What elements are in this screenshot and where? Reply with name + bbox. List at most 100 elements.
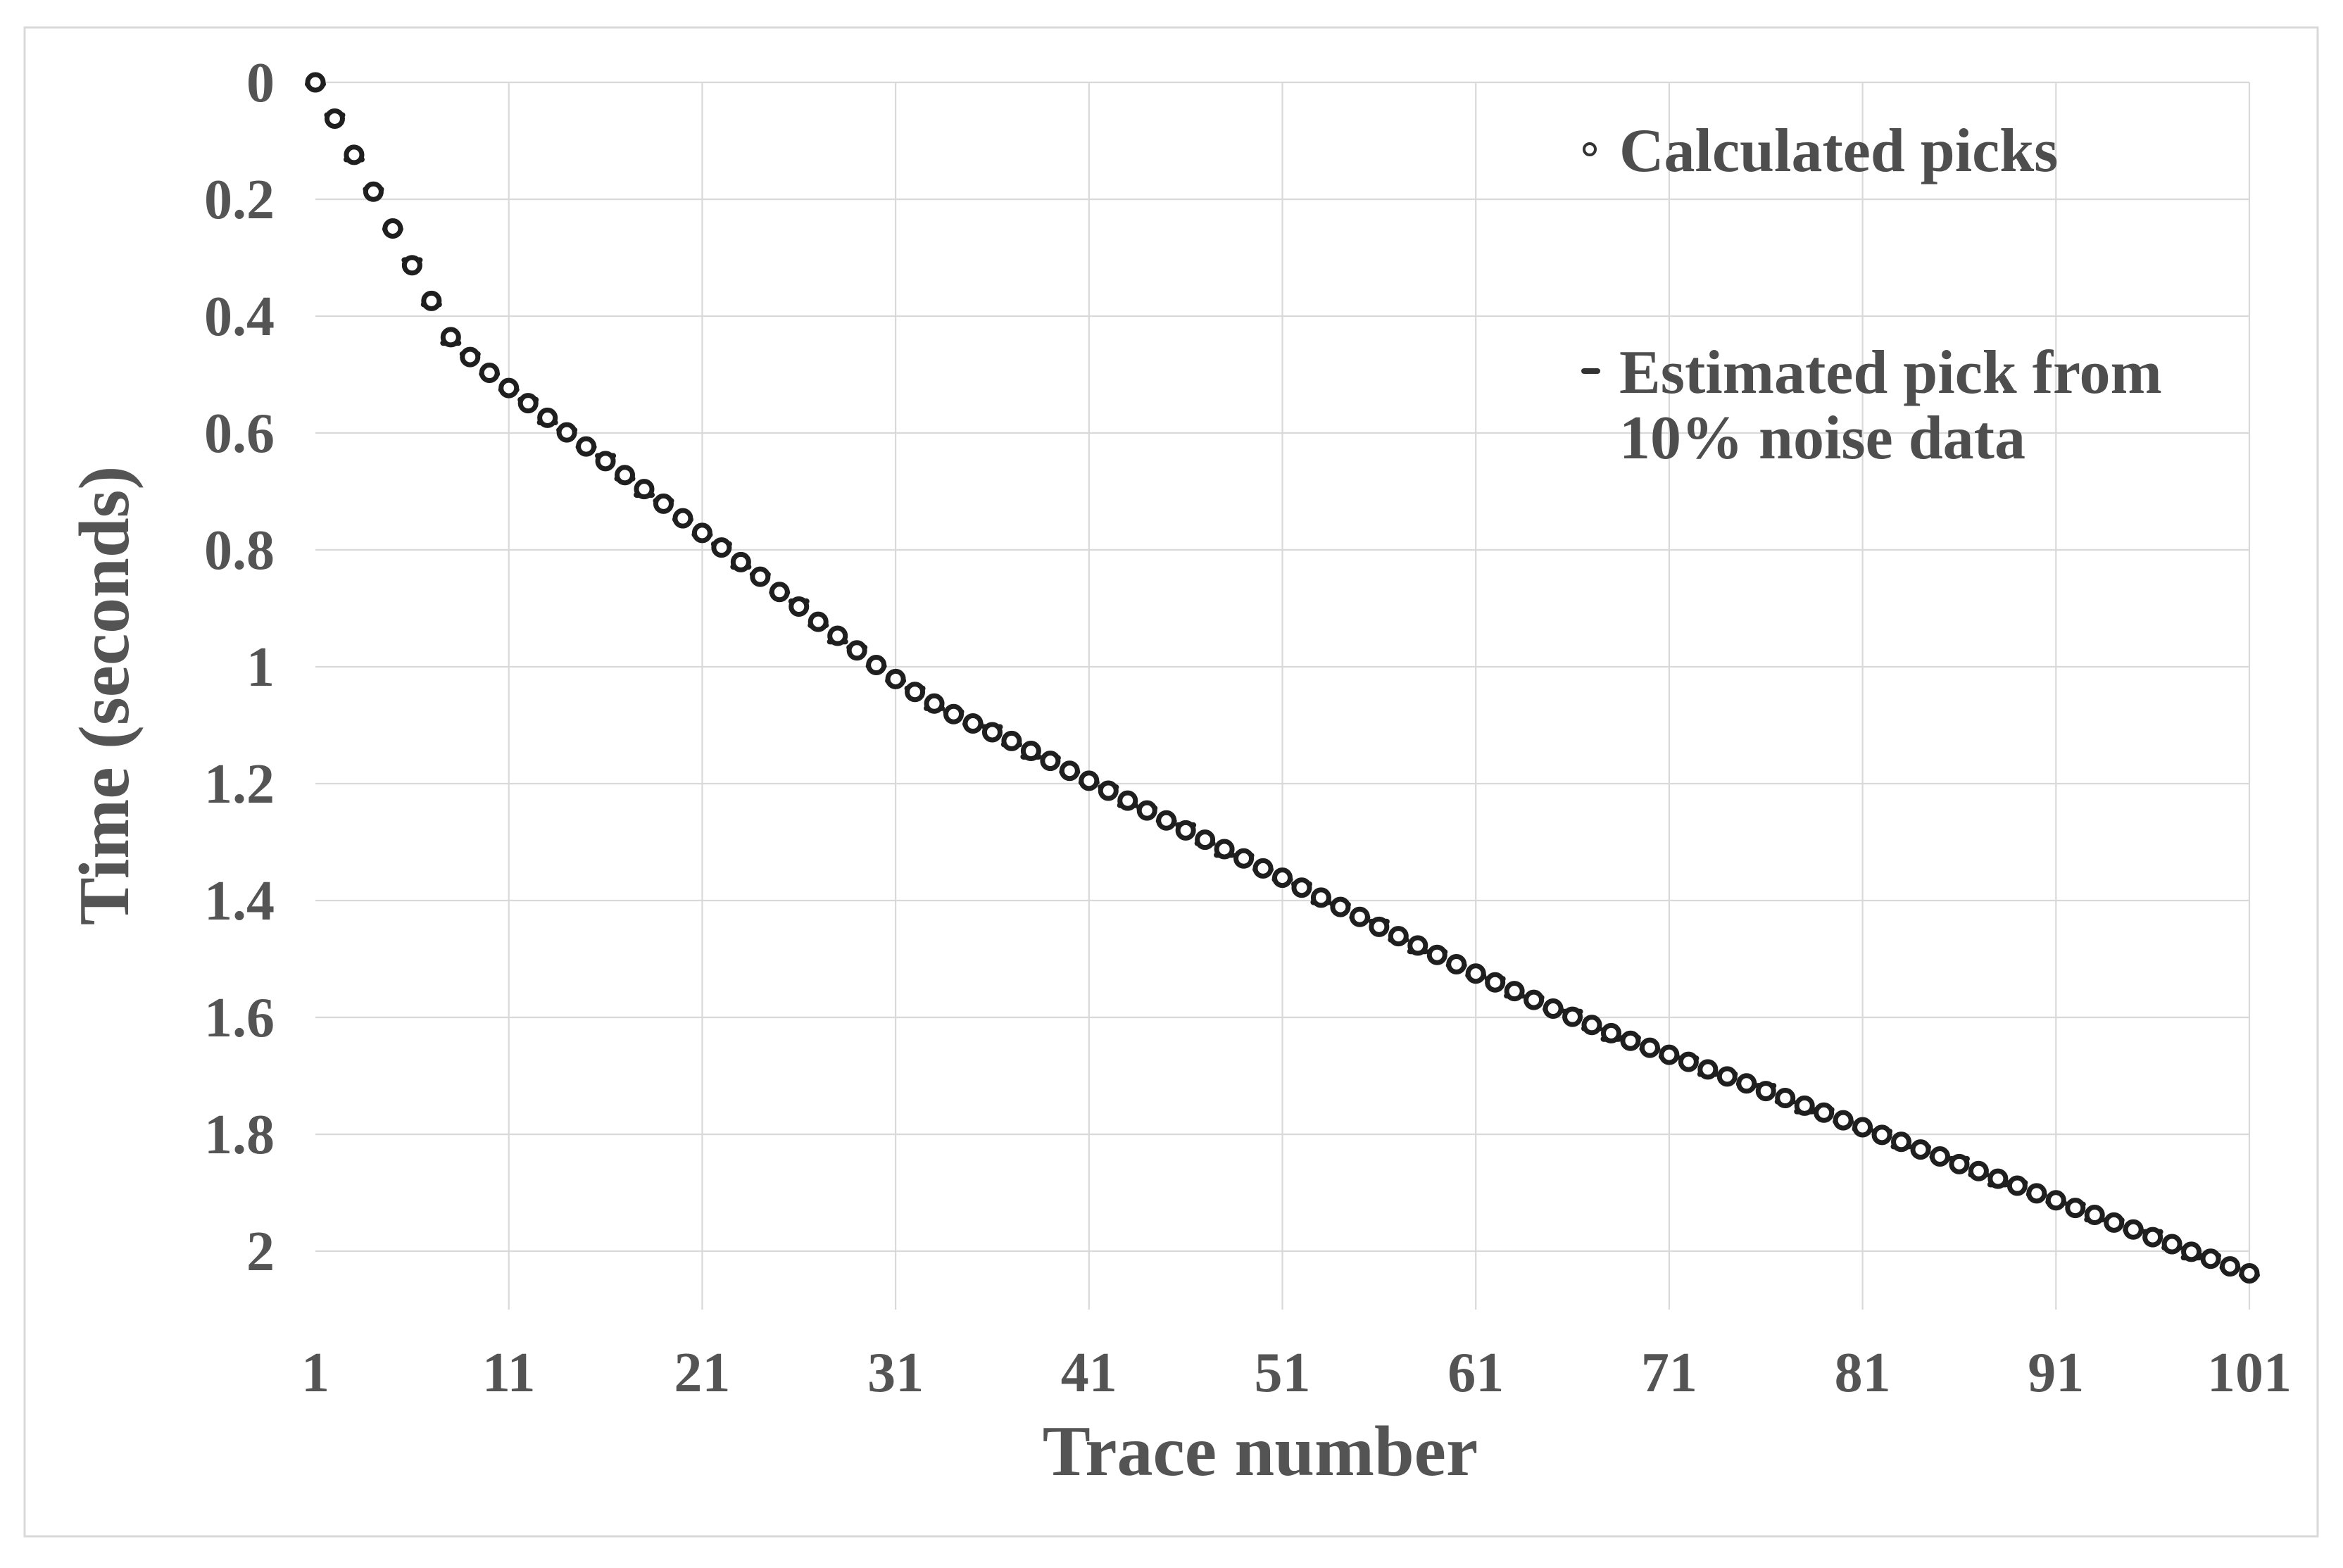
calculated-pick-marker bbox=[1524, 989, 1545, 1010]
calculated-pick-marker bbox=[2045, 1190, 2066, 1211]
y-tick-label: 0.2 bbox=[204, 169, 275, 231]
calculated-pick-marker bbox=[615, 465, 636, 486]
calculated-pick-marker bbox=[1214, 839, 1235, 860]
calculated-pick-marker bbox=[1620, 1030, 1641, 1051]
calculated-pick-marker bbox=[1465, 963, 1486, 984]
legend-open-circle-icon bbox=[1583, 142, 1597, 156]
gridlines bbox=[315, 81, 2251, 1310]
calculated-pick-marker bbox=[537, 407, 558, 428]
calculated-pick-marker bbox=[1369, 916, 1390, 937]
x-tick-label: 81 bbox=[1835, 1342, 1891, 1404]
calculated-pick-marker bbox=[2142, 1227, 2163, 1248]
calculated-pick-marker bbox=[885, 668, 906, 689]
calculated-pick-marker bbox=[1310, 887, 1331, 908]
calculated-pick-marker bbox=[846, 640, 867, 661]
calculated-pick-marker bbox=[1330, 896, 1351, 917]
calculated-pick-marker bbox=[2161, 1234, 2182, 1255]
calculated-pick-marker bbox=[2239, 1263, 2260, 1284]
calculated-pick-marker bbox=[2104, 1212, 2125, 1233]
calculated-pick-marker bbox=[440, 327, 461, 348]
calculated-pick-marker bbox=[711, 537, 732, 558]
calculated-pick-marker bbox=[2220, 1256, 2241, 1277]
calculated-pick-marker bbox=[1736, 1073, 1757, 1094]
calculated-pick-marker bbox=[479, 363, 500, 384]
calculated-pick-marker bbox=[1678, 1051, 1699, 1072]
calculated-pick-marker bbox=[576, 436, 597, 457]
x-tick-label: 101 bbox=[2207, 1342, 2292, 1404]
calculated-pick-marker bbox=[1252, 858, 1274, 879]
calculated-pick-marker bbox=[1407, 935, 1428, 956]
calculated-pick-marker bbox=[962, 713, 984, 734]
calculated-pick-marker bbox=[1001, 730, 1022, 751]
calculated-pick-marker bbox=[1136, 800, 1157, 821]
calculated-pick-marker bbox=[382, 218, 403, 239]
x-axis-title: Trace number bbox=[1043, 1412, 1478, 1491]
x-tick-label: 1 bbox=[301, 1342, 329, 1404]
y-tick-label: 0 bbox=[246, 52, 275, 114]
calculated-pick-marker bbox=[2006, 1175, 2028, 1196]
y-tick-label: 2 bbox=[246, 1221, 275, 1283]
x-tick-label: 61 bbox=[1447, 1342, 1504, 1404]
calculated-pick-marker bbox=[1716, 1066, 1738, 1087]
x-tick-label: 31 bbox=[867, 1342, 924, 1404]
calculated-pick-marker bbox=[2026, 1183, 2047, 1204]
calculated-pick-marker bbox=[2181, 1241, 2202, 1262]
calculated-pick-marker bbox=[1446, 953, 1467, 974]
calculated-pick-marker bbox=[1794, 1095, 1815, 1116]
calculated-pick-marker bbox=[769, 582, 790, 603]
calculated-pick-marker bbox=[1543, 998, 1564, 1020]
calculated-pick-marker bbox=[421, 290, 442, 311]
x-tick-label: 91 bbox=[2028, 1342, 2084, 1404]
x-tick-label: 71 bbox=[1641, 1342, 1697, 1404]
y-tick-label: 1.6 bbox=[204, 987, 275, 1049]
calculated-pick-marker bbox=[1871, 1124, 1892, 1146]
calculated-pick-marker bbox=[2084, 1205, 2105, 1226]
calculated-pick-marker bbox=[1117, 790, 1138, 811]
y-axis-tick-labels: 0 0.2 0.4 0.6 0.8 1 1.2 1.4 1.6 1.8 2 bbox=[204, 52, 275, 1283]
calculated-pick-marker bbox=[1949, 1153, 1970, 1174]
legend-label-estimated-line2: 10% noise data bbox=[1619, 404, 2025, 472]
calculated-pick-marker bbox=[1388, 926, 1409, 947]
y-tick-label: 1.8 bbox=[204, 1104, 275, 1166]
calculated-pick-marker bbox=[2200, 1248, 2221, 1269]
calculated-pick-marker bbox=[827, 625, 848, 646]
calculated-pick-marker bbox=[1059, 760, 1080, 782]
calculated-pick-marker bbox=[1195, 829, 1216, 851]
calculated-pick-marker bbox=[460, 346, 481, 368]
calculated-pick-marker bbox=[1504, 981, 1525, 1002]
calculated-pick-marker bbox=[1156, 810, 1177, 831]
calculated-pick-marker bbox=[1272, 867, 1293, 889]
calculated-pick-marker bbox=[1485, 972, 1506, 993]
series-calculated-picks bbox=[305, 72, 2260, 1284]
calculated-pick-marker bbox=[943, 703, 965, 725]
calculated-pick-marker bbox=[1697, 1059, 1719, 1080]
y-axis-title: Time (seconds) bbox=[65, 466, 144, 926]
calculated-pick-marker bbox=[789, 596, 810, 617]
calculated-pick-marker bbox=[498, 377, 520, 399]
legend-dash-icon bbox=[1581, 368, 1600, 374]
calculated-pick-marker bbox=[1852, 1117, 1873, 1138]
x-tick-label: 41 bbox=[1061, 1342, 1117, 1404]
calculated-pick-marker bbox=[672, 508, 693, 529]
y-tick-label: 0.6 bbox=[204, 403, 275, 465]
y-tick-label: 0.8 bbox=[204, 520, 275, 582]
calculated-pick-marker bbox=[1562, 1006, 1583, 1027]
x-tick-label: 11 bbox=[482, 1342, 536, 1404]
calculated-pick-marker bbox=[1233, 848, 1255, 869]
calculated-pick-marker bbox=[556, 422, 577, 443]
calculated-pick-marker bbox=[750, 566, 771, 587]
calculated-pick-marker bbox=[808, 611, 829, 632]
calculated-pick-marker bbox=[2065, 1198, 2086, 1219]
calculated-pick-marker bbox=[1079, 770, 1100, 791]
calculated-pick-marker bbox=[653, 493, 674, 514]
y-tick-label: 1.2 bbox=[204, 753, 275, 815]
calculated-pick-marker bbox=[1968, 1160, 1989, 1181]
calculated-pick-marker bbox=[730, 551, 751, 572]
calculated-pick-marker bbox=[1929, 1146, 1950, 1167]
calculated-pick-marker bbox=[305, 72, 326, 93]
calculated-pick-marker bbox=[1833, 1110, 1854, 1131]
calculated-pick-marker bbox=[924, 693, 945, 714]
calculated-pick-marker bbox=[1755, 1081, 1776, 1102]
